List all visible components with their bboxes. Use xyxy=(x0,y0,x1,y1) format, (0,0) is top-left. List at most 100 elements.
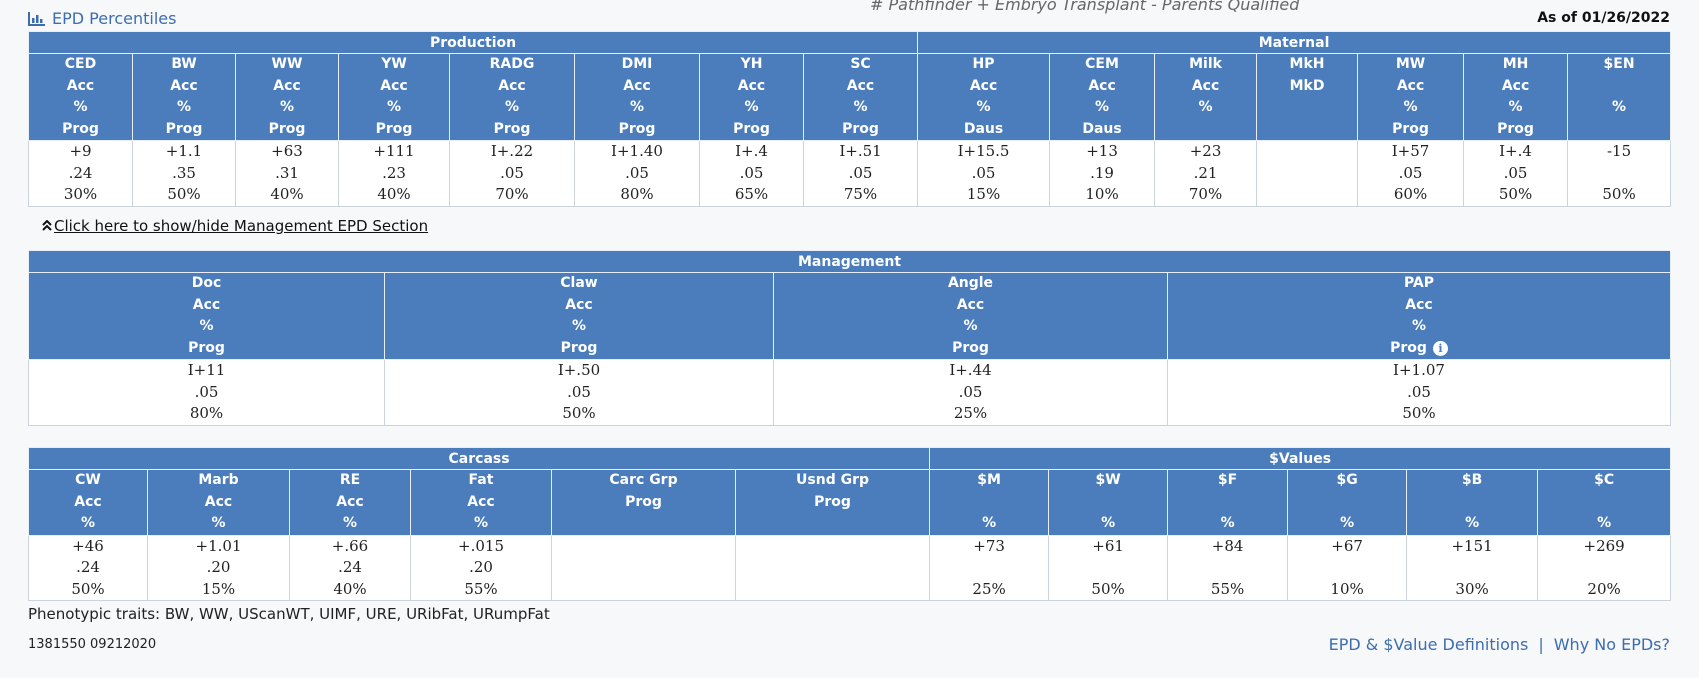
value-line: 15% xyxy=(201,579,236,598)
value-line: .31 xyxy=(275,163,299,182)
group-header-carcass: Carcass xyxy=(27,447,931,470)
header-label: Acc xyxy=(1088,77,1116,94)
header-label: Prog xyxy=(188,339,225,356)
header-line: % xyxy=(805,97,917,119)
header-label: BW xyxy=(171,56,197,72)
header-line: RADG xyxy=(451,55,574,76)
section-title: EPD Percentiles xyxy=(28,9,176,28)
header-line: Doc xyxy=(30,274,384,295)
value-line: 40% xyxy=(270,185,304,203)
value-line: 55% xyxy=(1210,579,1245,598)
header-label: YH xyxy=(740,56,763,72)
value-line: 10% xyxy=(1085,185,1119,203)
column-header-dollar-f: $F% xyxy=(1167,469,1289,536)
header-line: YH xyxy=(701,55,803,76)
value-line: .05 xyxy=(500,163,524,182)
header-line: YW xyxy=(340,55,449,76)
header-line: Daus xyxy=(919,119,1049,140)
header-label: % xyxy=(744,99,759,115)
header-line: Prog xyxy=(576,119,699,140)
epd-definitions-link[interactable]: EPD & $Value Definitions xyxy=(1328,635,1529,654)
header-line: % xyxy=(1569,97,1670,119)
header-label: RE xyxy=(339,472,361,488)
header-label: Prog xyxy=(268,120,306,137)
value-line: I+.22 xyxy=(490,142,534,160)
header-label: YW xyxy=(381,56,407,72)
header-line: Angle xyxy=(775,274,1167,295)
header-label: % xyxy=(386,99,402,115)
header-line: Milk xyxy=(1156,55,1256,76)
column-header-cem: CEM Acc% Daus xyxy=(1049,53,1156,141)
value-line: 80% xyxy=(620,185,654,203)
toggle-management-label[interactable]: Click here to show/hide Management EPD S… xyxy=(54,217,429,235)
value-line: .35 xyxy=(172,163,196,182)
header-label: % xyxy=(504,99,520,115)
header-line: % xyxy=(340,97,449,119)
page-title: EPD Percentiles xyxy=(52,9,177,28)
value-line: .21 xyxy=(1193,163,1218,182)
value-cell-dollar-m: +73 25% xyxy=(929,534,1050,601)
header-label: Acc xyxy=(1405,296,1433,313)
header-label: Acc xyxy=(565,296,593,313)
header-label: $M xyxy=(977,472,1001,488)
value-line: 10% xyxy=(1330,579,1364,598)
column-header-dollar-c: $C% xyxy=(1537,469,1672,536)
value-line: .05 xyxy=(1503,163,1528,182)
value-line: -15 xyxy=(1606,142,1632,160)
value-line: .24 xyxy=(68,163,93,182)
column-header-claw: Claw Acc% Prog xyxy=(384,272,774,360)
header-label: Acc xyxy=(192,296,221,313)
info-icon[interactable]: i xyxy=(1432,340,1448,356)
header-label: Acc xyxy=(956,296,985,313)
value-line xyxy=(931,557,1048,579)
header-label: Carc Grp xyxy=(609,472,678,488)
value-line: +63 xyxy=(271,142,303,160)
value-line: +67 xyxy=(1331,536,1363,555)
header-label: Usnd Grp xyxy=(796,472,870,488)
link-separator: | xyxy=(1538,635,1544,654)
value-line: 40% xyxy=(377,185,411,203)
value-line: 60% xyxy=(1393,185,1428,203)
value-cell-mh: I+.4 .05 50% xyxy=(1463,140,1569,207)
header-label: % xyxy=(1220,515,1235,531)
header-line: SC xyxy=(805,55,917,76)
value-line: .24 xyxy=(76,558,100,576)
header-label: % xyxy=(473,515,489,531)
value-line: .05 xyxy=(1407,382,1431,401)
header-label: Acc xyxy=(380,77,408,94)
group-header-maternal: Maternal xyxy=(917,31,1672,54)
value-line: 70% xyxy=(1188,185,1223,203)
header-line: $C xyxy=(1539,470,1670,491)
column-header-carc-grp: Carc Grp Prog xyxy=(551,469,736,536)
header-line: % xyxy=(1539,513,1670,534)
column-header-usnd-grp: Usnd Grp Prog xyxy=(734,469,931,536)
value-line: 50% xyxy=(1602,185,1636,203)
header-line: Prog xyxy=(340,119,449,140)
header-label: MkD xyxy=(1289,77,1325,94)
header-label: % xyxy=(853,99,868,115)
value-line: +73 xyxy=(973,536,1005,555)
header-label: Acc xyxy=(74,493,102,510)
header-label: Prog xyxy=(1390,339,1427,356)
value-line: 50% xyxy=(71,579,105,598)
column-header-row: CW Acc% Marb Acc% RE Acc% Fat Acc% Carc Grp Prog U… xyxy=(28,469,1672,536)
column-header-bw: BW Acc% Prog xyxy=(132,53,236,141)
header-line: Acc xyxy=(30,295,384,317)
header-label: Prog xyxy=(493,120,531,137)
value-cell-cw: +46 .24 50% xyxy=(28,534,148,601)
column-header-row: CED Acc% Prog BW Acc% Prog WW Acc% Prog YW Acc% Pro… xyxy=(28,53,1672,141)
header-line: % xyxy=(30,97,132,119)
double-chevron-up-icon xyxy=(42,219,52,231)
header-line: Prog xyxy=(30,119,132,140)
why-no-epds-link[interactable]: Why No EPDs? xyxy=(1553,635,1670,654)
value-line: I+.50 xyxy=(557,361,601,379)
header-line: Acc xyxy=(237,76,338,98)
header-label: Acc xyxy=(1501,77,1530,94)
value-line xyxy=(1289,557,1406,579)
header-line: Prog xyxy=(775,338,1167,359)
header-label: % xyxy=(982,515,997,531)
toggle-management-link[interactable]: Click here to show/hide Management EPD S… xyxy=(42,217,428,235)
value-cell-marb: +1.01 .20 15% xyxy=(147,534,290,601)
header-label: Acc xyxy=(1396,77,1425,94)
value-line: .05 xyxy=(958,382,983,401)
